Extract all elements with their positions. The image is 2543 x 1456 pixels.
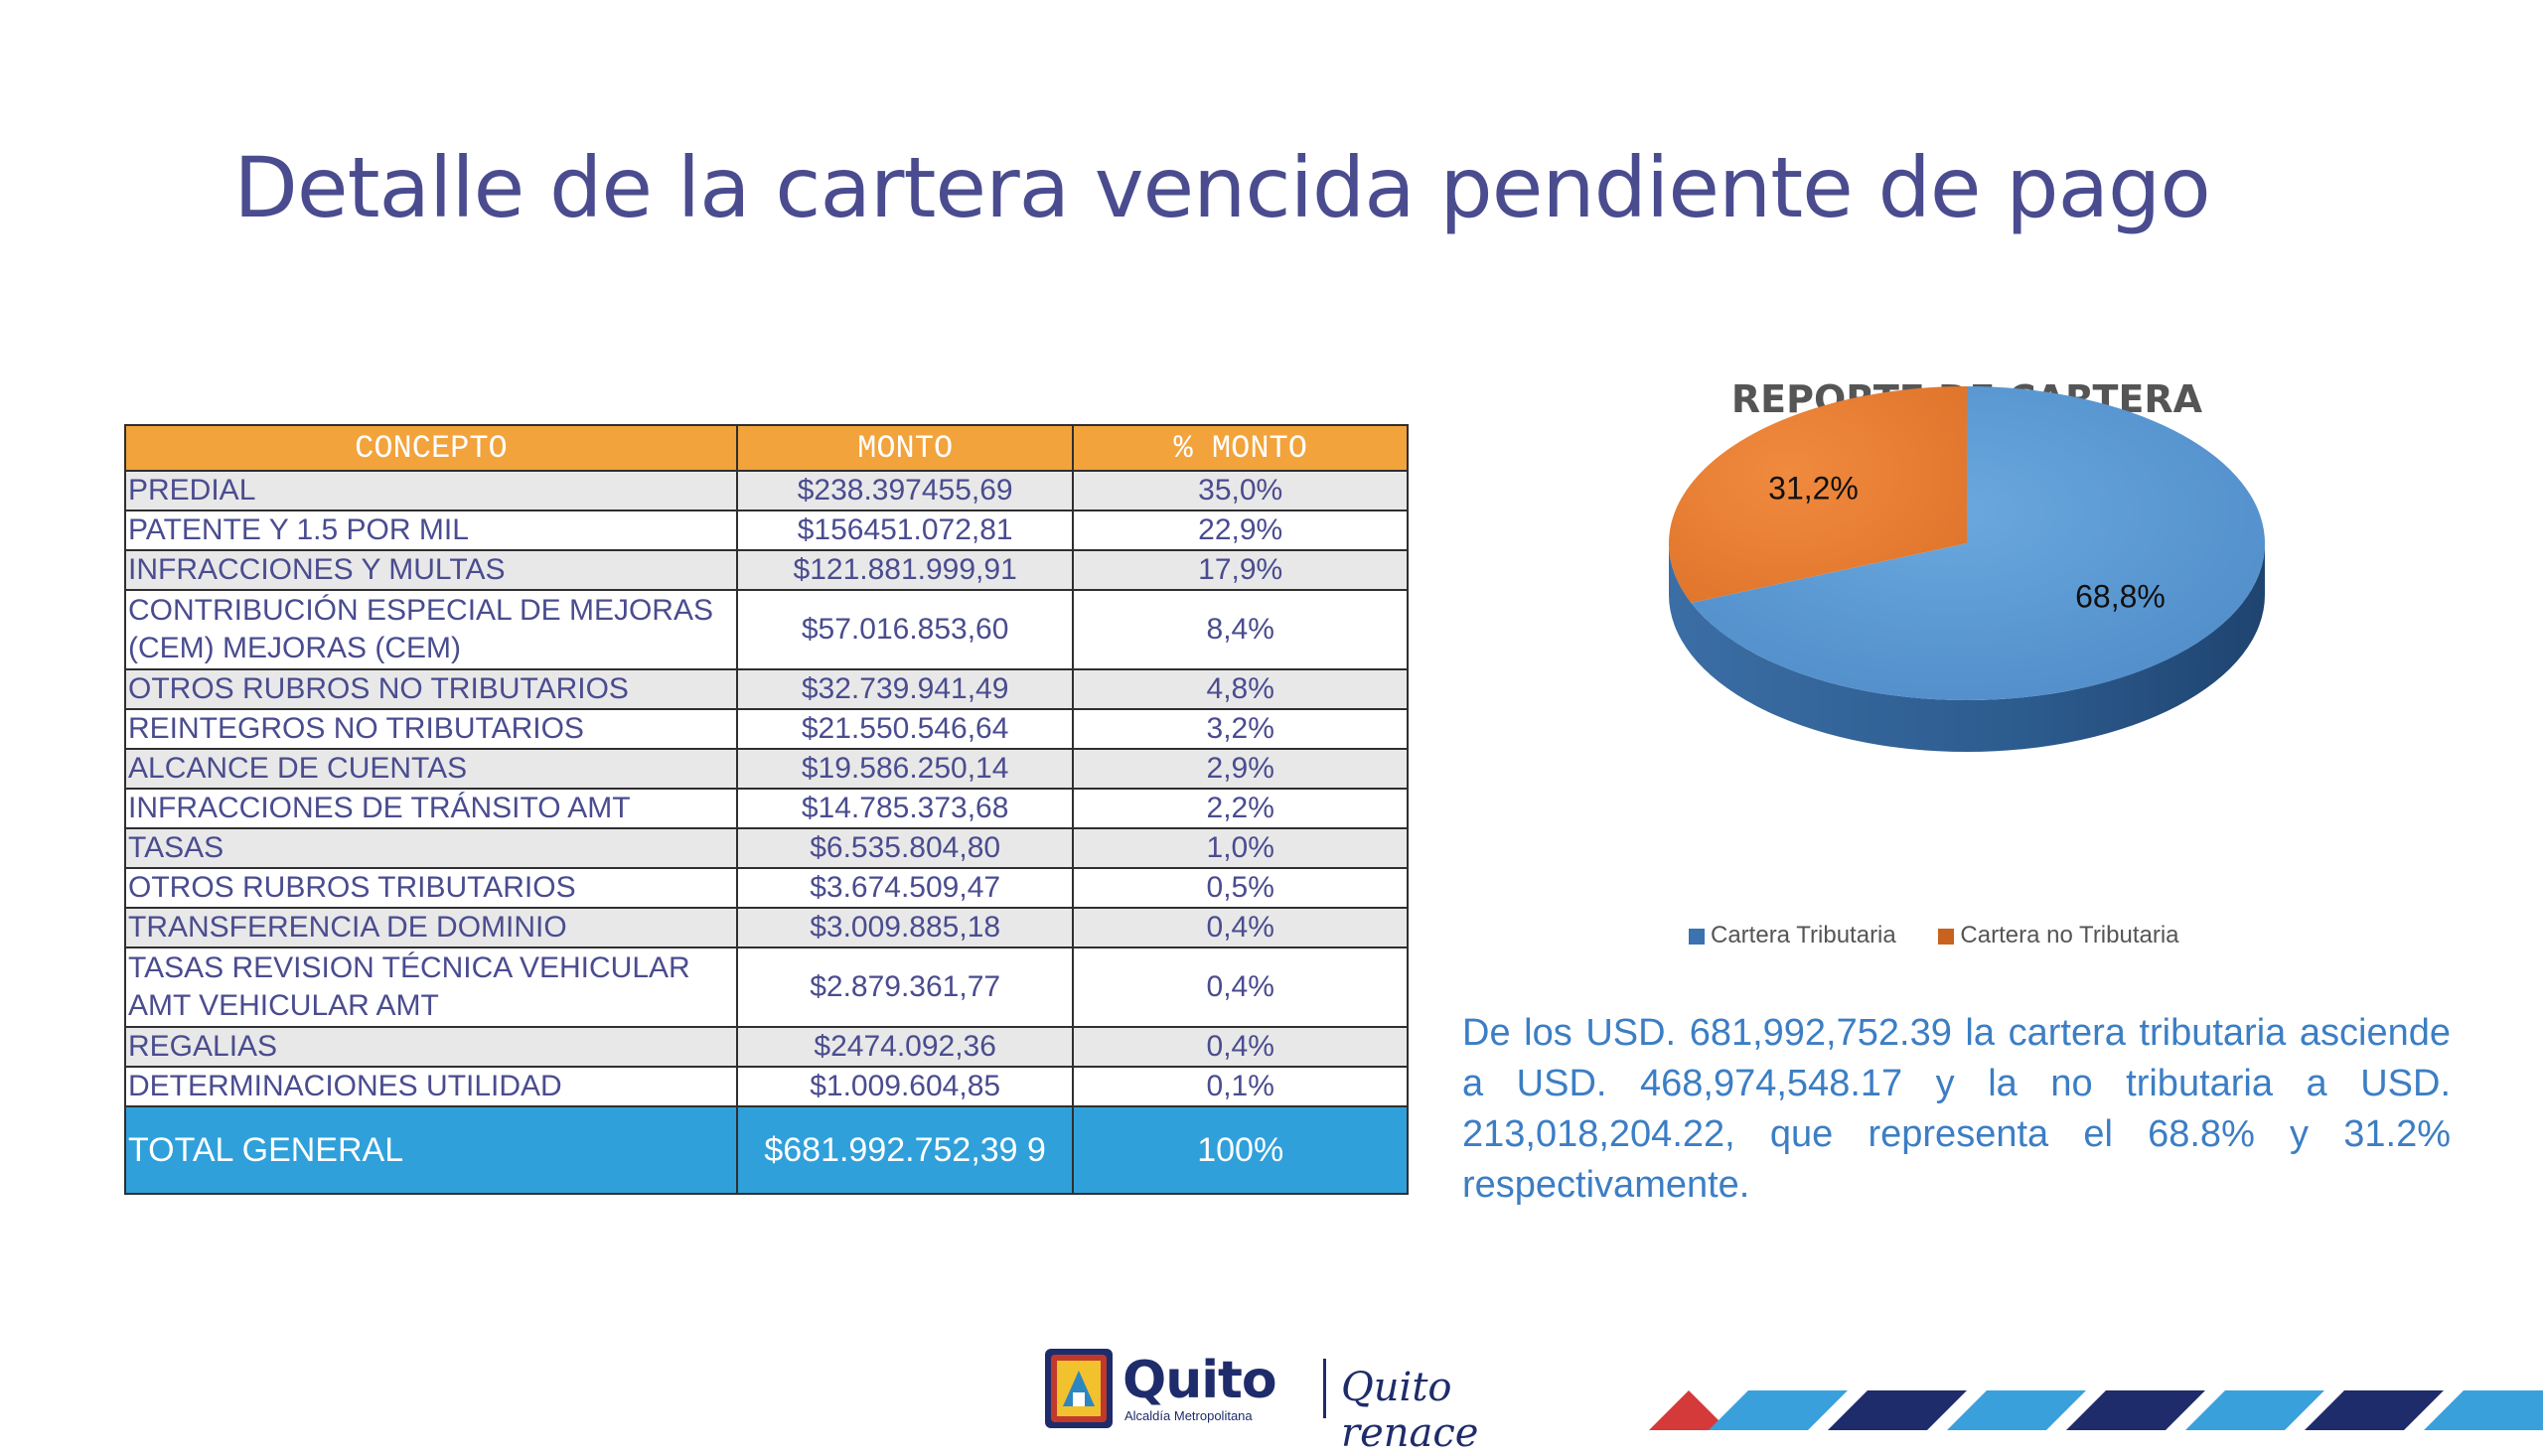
legend-swatch-tributaria	[1689, 928, 1705, 945]
table-row: REGALIAS $2474.092,36 0,4%	[124, 1026, 1409, 1068]
portfolio-chart: REPORTE DE CARTERA 68,8%31,2% Cartera Tr…	[1629, 358, 2305, 973]
table-total-row: TOTAL GENERAL $681.992.752,39 9 100%	[124, 1105, 1409, 1195]
pie-data-label: 31,2%	[1768, 470, 1859, 506]
table-cell-pct: 3,2%	[1072, 708, 1409, 750]
pie-side-wall	[1669, 543, 2265, 752]
decorative-pattern	[1649, 1390, 2543, 1430]
portfolio-table: CONCEPTO MONTO % MONTO PREDIAL $238.39745…	[124, 424, 1409, 1195]
table-cell-pct: 0,4%	[1072, 1026, 1409, 1068]
table-cell-pct: 17,9%	[1072, 549, 1409, 591]
coat-of-arms-icon	[1045, 1349, 1113, 1428]
brand-subtitle: Alcaldía Metropolitana	[1124, 1408, 1253, 1423]
pie-slice-no-tributaria	[1669, 386, 1967, 604]
brand-name: Quito	[1122, 1351, 1277, 1410]
table-cell-pct: 0,1%	[1072, 1066, 1409, 1107]
table-cell-amount: $2.879.361,77	[735, 946, 1075, 1028]
table-cell-pct: 0,4%	[1072, 907, 1409, 948]
pie-data-label: 68,8%	[2075, 579, 2166, 615]
table-row: INFRACCIONES DE TRÁNSITO AMT $14.785.373,…	[124, 788, 1409, 829]
table-row: REINTEGROS NO TRIBUTARIOS $21.550.546,64 3…	[124, 708, 1409, 750]
total-cell-amount: $681.992.752,39 9	[735, 1105, 1075, 1195]
table-cell-pct: 22,9%	[1072, 510, 1409, 551]
table-row: INFRACCIONES Y MULTAS $121.881.999,91 17,9…	[124, 549, 1409, 591]
table-cell-amount: $14.785.373,68	[735, 788, 1075, 829]
table-cell-amount: $57.016.853,60	[735, 589, 1075, 670]
total-cell-pct: 100%	[1072, 1105, 1409, 1195]
table-row: OTROS RUBROS NO TRIBUTARIOS $32.739.941,4…	[124, 668, 1409, 710]
table-cell-pct: 4,8%	[1072, 668, 1409, 710]
table-row: TASAS REVISION TÉCNICA VEHICULAR AMT VEH…	[124, 946, 1409, 1028]
table-cell-amount: $156451.072,81	[735, 510, 1075, 551]
table-cell-amount: $32.739.941,49	[735, 668, 1075, 710]
table-cell-concept: ALCANCE DE CUENTAS	[124, 748, 738, 790]
table-row: TRANSFERENCIA DE DOMINIO $3.009.885,18 0,4…	[124, 907, 1409, 948]
slogan: Quito renace	[1341, 1365, 1479, 1456]
table-cell-concept: TASAS REVISION TÉCNICA VEHICULAR AMT VEH…	[124, 946, 738, 1028]
table-row: DETERMINACIONES UTILIDAD $1.009.604,85 0,1…	[124, 1066, 1409, 1107]
table-cell-pct: 8,4%	[1072, 589, 1409, 670]
table-cell-amount: $3.009.885,18	[735, 907, 1075, 948]
table-cell-concept: OTROS RUBROS NO TRIBUTARIOS	[124, 668, 738, 710]
table-cell-pct: 2,2%	[1072, 788, 1409, 829]
table-body: PREDIAL $238.397455,69 35,0% PATENTE Y 1.5 …	[124, 470, 1409, 1195]
table-row: CONTRIBUCIÓN ESPECIAL DE MEJORAS (CEM) M…	[124, 589, 1409, 670]
table-cell-amount: $2474.092,36	[735, 1026, 1075, 1068]
table-cell-amount: $21.550.546,64	[735, 708, 1075, 750]
table-cell-amount: $19.586.250,14	[735, 748, 1075, 790]
table-cell-pct: 2,9%	[1072, 748, 1409, 790]
table-cell-pct: 0,5%	[1072, 867, 1409, 909]
table-cell-amount: $1.009.604,85	[735, 1066, 1075, 1107]
footer-logo: Quito Alcaldía Metropolitana Quito renac…	[1043, 1347, 1570, 1456]
legend-swatch-no-tributaria	[1938, 928, 1955, 945]
pie-slice-tributaria	[1691, 386, 2265, 700]
legend-item-tributaria: Cartera Tributaria	[1689, 922, 1896, 949]
table-cell-pct: 35,0%	[1072, 470, 1409, 511]
table-row: TASAS $6.535.804,80 1,0%	[124, 827, 1409, 869]
pie-chart: 68,8% 31,2%	[1669, 386, 2265, 752]
header-amount: MONTO	[735, 424, 1075, 472]
page-title: Detalle de la cartera vencida pendiente …	[233, 139, 2211, 236]
table-cell-pct: 1,0%	[1072, 827, 1409, 869]
table-cell-concept: REGALIAS	[124, 1026, 738, 1068]
header-concept: CONCEPTO	[124, 424, 738, 472]
header-percent: % MONTO	[1072, 424, 1409, 472]
table-cell-amount: $238.397455,69	[735, 470, 1075, 511]
table-cell-pct: 0,4%	[1072, 946, 1409, 1028]
table-cell-concept: PATENTE Y 1.5 POR MIL	[124, 510, 738, 551]
table-cell-concept: REINTEGROS NO TRIBUTARIOS	[124, 708, 738, 750]
legend-item-no-tributaria: Cartera no Tributaria	[1938, 922, 2179, 949]
table-row: ALCANCE DE CUENTAS $19.586.250,14 2,9%	[124, 748, 1409, 790]
table-cell-concept: DETERMINACIONES UTILIDAD	[124, 1066, 738, 1107]
table-cell-concept: INFRACCIONES Y MULTAS	[124, 549, 738, 591]
table-cell-concept: INFRACCIONES DE TRÁNSITO AMT	[124, 788, 738, 829]
chart-legend: Cartera Tributaria Cartera no Tributaria	[1689, 922, 2285, 949]
table-cell-amount: $121.881.999,91	[735, 549, 1075, 591]
table-cell-amount: $6.535.804,80	[735, 827, 1075, 869]
table-cell-concept: TRANSFERENCIA DE DOMINIO	[124, 907, 738, 948]
table-row: PREDIAL $238.397455,69 35,0%	[124, 470, 1409, 511]
legend-label-no-tributaria: Cartera no Tributaria	[1960, 922, 2179, 948]
table-header-row: CONCEPTO MONTO % MONTO	[124, 424, 1409, 472]
table-cell-concept: PREDIAL	[124, 470, 738, 511]
table-row: OTROS RUBROS TRIBUTARIOS $3.674.509,47 0,5…	[124, 867, 1409, 909]
table-cell-concept: TASAS	[124, 827, 738, 869]
table-cell-concept: CONTRIBUCIÓN ESPECIAL DE MEJORAS (CEM) M…	[124, 589, 738, 670]
total-cell-concept: TOTAL GENERAL	[124, 1105, 738, 1195]
summary-text: De los USD. 681,992,752.39 la cartera tr…	[1462, 1012, 2451, 1206]
logo-divider	[1323, 1359, 1326, 1418]
table-row: PATENTE Y 1.5 POR MIL $156451.072,81 22,9%	[124, 510, 1409, 551]
table-cell-amount: $3.674.509,47	[735, 867, 1075, 909]
table-cell-concept: OTROS RUBROS TRIBUTARIOS	[124, 867, 738, 909]
legend-label-tributaria: Cartera Tributaria	[1711, 922, 1896, 948]
